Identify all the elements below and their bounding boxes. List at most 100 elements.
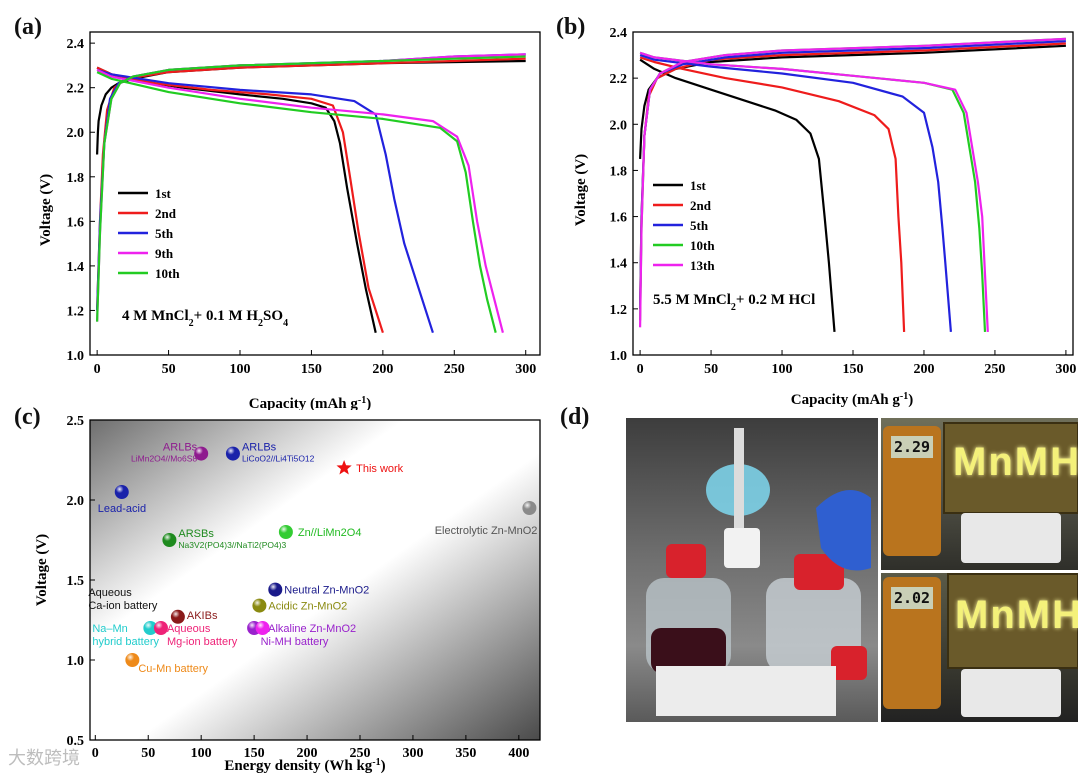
stand-base (656, 666, 836, 716)
point-sublabel: Na3V2(PO4)3//NaTi2(PO4)3 (178, 540, 286, 550)
point-shine (114, 485, 129, 499)
point-label: This work (356, 463, 404, 475)
x-tick-label: 150 (301, 362, 322, 377)
led-matrix-bottom (947, 573, 1078, 669)
point-label: Na–Mn hybrid battery (92, 623, 159, 648)
point-label: AKIBs (187, 610, 218, 622)
x-tick-label: 350 (455, 746, 476, 761)
y-tick-label: 1.8 (67, 171, 85, 186)
circuit-board-top (961, 513, 1061, 563)
chart-c: 0 50 100 150 200 250 300 350 400 0.5 1.0 1.5 2.0 2.5 A… (34, 414, 541, 775)
series-9th-discharge-line (96, 68, 504, 333)
panel-d-letter: (d) (560, 404, 590, 430)
point-shine (143, 621, 158, 635)
left-electrolyte (651, 628, 726, 673)
x-tick-label: 0 (94, 362, 101, 377)
x-tick-label: 50 (141, 746, 155, 761)
multimeter-display-top: 2.29 (891, 436, 933, 458)
chart-c-frame (89, 419, 541, 741)
led-text-top: MnMH (953, 440, 1078, 484)
chart-c-xlabel: Energy density (Wh kg-1) (224, 757, 385, 775)
x-tick-label: 150 (244, 746, 265, 761)
y-tick-label: 1.2 (67, 304, 85, 319)
series-10th-discharge-line (96, 71, 497, 333)
chart-c-plot-area: 0 50 100 150 200 250 300 350 400 0.5 1.0 1.5 2.0 2.5 A… (67, 414, 541, 761)
multimeter-display-bottom: 2.02 (891, 587, 933, 609)
x-tick-label: 100 (191, 746, 212, 761)
series-2nd-discharge-line (639, 56, 906, 332)
device-photo (626, 418, 878, 722)
x-tick-label: 200 (372, 362, 393, 377)
legend-label-2nd: 2nd (690, 198, 712, 213)
point-label: Aqueous Ca-ion battery (88, 587, 158, 612)
y-tick-label: 2.0 (67, 126, 85, 141)
series-5th-discharge-line (639, 54, 952, 332)
y-tick-label: 1.8 (610, 164, 628, 179)
y-tick-label: 2.0 (610, 118, 628, 133)
point-label: Acidic Zn-MnO2 (268, 601, 347, 613)
chart-b-ylabel: Voltage (V) (573, 154, 589, 226)
point-shine (522, 501, 537, 515)
x-tick-label: 250 (984, 362, 1005, 377)
x-tick-label: 0 (637, 362, 644, 377)
point-sublabel: LiMn2O4//Mo6S8 (131, 454, 197, 464)
panel-c-letter: (c) (14, 404, 41, 430)
series-1st-discharge-line (639, 58, 836, 332)
y-tick-label: 1.0 (67, 654, 85, 669)
series-13th-charge-line (639, 37, 1066, 328)
x-tick-label: 250 (444, 362, 465, 377)
y-tick-label: 0.5 (67, 734, 85, 749)
point-label: Cu-Mn battery (138, 663, 208, 675)
point-shine (255, 621, 270, 635)
point-sublabel: LiCoO2//Li4Ti5O12 (242, 454, 315, 464)
legend-label-1st: 1st (155, 186, 172, 201)
point-shine (225, 446, 240, 461)
chart-a-xlabel: Capacity (mAh g-1) (249, 395, 372, 411)
point-shine (278, 525, 293, 539)
y-tick-label: 1.4 (610, 257, 628, 272)
point-shine (125, 653, 140, 667)
x-tick-label: 100 (230, 362, 251, 377)
y-tick-label: 1.2 (610, 303, 628, 318)
point-label: Zn//LiMn2O4 (298, 527, 362, 539)
chart-a-ylabel: Voltage (V) (38, 174, 54, 246)
point-label: Alkaline Zn-MnO2 (268, 623, 356, 635)
legend-label-5th: 5th (155, 226, 174, 241)
x-tick-label: 150 (843, 362, 864, 377)
legend-label-2nd: 2nd (155, 206, 177, 221)
chart-a-frame (89, 31, 541, 356)
device-illustration (646, 428, 871, 716)
chart-a-condition: 4 M MnCl2+ 0.1 M H2SO4 (122, 308, 288, 329)
series-2nd-discharge-line (96, 66, 384, 334)
meter-photo-bottom: 2.02 MnMH (881, 573, 1078, 722)
chart-b-plot-area: 0 50 100 150 200 250 300 1.0 1.2 1.4 1.6 1.8 2.0 2.2 2… (610, 26, 1077, 377)
point-label: Aqueous Mg-ion battery (167, 623, 238, 648)
chart-b-xlabel: Capacity (mAh g-1) (791, 391, 914, 409)
y-tick-label: 2.2 (67, 82, 85, 97)
series-10th-charge-line (96, 55, 526, 322)
glove-hand (816, 490, 871, 571)
side-cap (831, 646, 867, 680)
x-tick-label: 50 (704, 362, 718, 377)
y-tick-label: 1.0 (67, 349, 85, 364)
panel-a-letter: (a) (14, 14, 42, 40)
chart-b: 0 50 100 150 200 250 300 1.0 1.2 1.4 1.6 1.8 2.0 2.2 2… (573, 26, 1077, 409)
meter-photo-top: 2.29 MnMH (881, 418, 1078, 570)
point-label: Ni-MH battery (261, 636, 329, 648)
point-label: ARLBs (242, 442, 277, 454)
y-tick-label: 2.4 (610, 26, 628, 41)
legend-label-1st: 1st (690, 178, 707, 193)
x-tick-label: 300 (1055, 362, 1076, 377)
led-text-bottom: MnMH (955, 593, 1078, 637)
point-label: Lead-acid (98, 503, 146, 515)
point-shine (153, 621, 168, 635)
y-tick-label: 2.4 (67, 37, 85, 52)
point-label: Neutral Zn-MnO2 (284, 585, 369, 597)
point-label: ARLBs (163, 442, 198, 454)
series-5th-discharge-line (96, 68, 434, 334)
led-matrix-top (943, 422, 1078, 514)
legend-label-5th: 5th (690, 218, 709, 233)
point-shine (194, 446, 209, 461)
x-tick-label: 50 (162, 362, 176, 377)
y-tick-label: 1.6 (67, 215, 85, 230)
